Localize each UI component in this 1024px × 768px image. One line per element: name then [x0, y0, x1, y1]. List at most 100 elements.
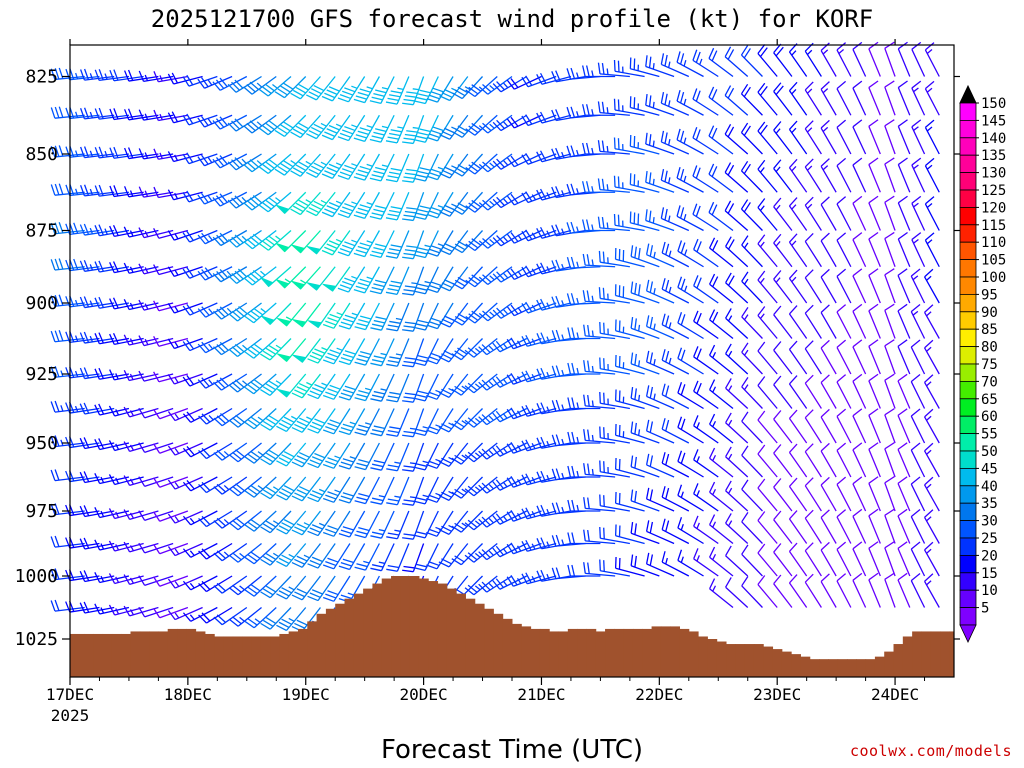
barb-full	[451, 457, 462, 465]
barb-full	[338, 565, 350, 571]
barb-full	[725, 343, 732, 355]
barb-full	[197, 234, 206, 245]
wind-barb	[370, 338, 395, 367]
barb-full	[83, 223, 90, 235]
barb-full	[884, 408, 895, 416]
wind-barb	[676, 51, 704, 78]
barb-shaft	[221, 302, 248, 320]
wind-barb	[108, 405, 144, 417]
barb-full	[740, 160, 749, 172]
barb-full	[344, 203, 356, 209]
wind-barb	[413, 543, 439, 572]
barb-half	[488, 381, 494, 387]
wind-barb	[413, 408, 439, 437]
barb-shaft	[269, 510, 292, 534]
barb-full	[244, 556, 255, 565]
barb-full	[260, 622, 271, 630]
wind-barb	[852, 442, 867, 478]
wind-barb	[757, 306, 778, 339]
barb-full	[773, 197, 782, 208]
terrain-column	[70, 633, 76, 677]
barb-shaft	[424, 266, 439, 295]
barb-full	[468, 313, 479, 321]
barb-full	[603, 495, 605, 507]
barb-shaft	[173, 266, 203, 278]
barb-shaft	[237, 407, 262, 428]
barb-half	[409, 427, 417, 430]
barb-full	[617, 176, 620, 188]
barb-shaft	[143, 191, 174, 198]
barb-half	[364, 387, 372, 391]
wind-barb	[897, 268, 911, 304]
wind-barb	[243, 266, 277, 286]
wind-barb	[321, 114, 351, 141]
barb-flag	[306, 245, 321, 255]
wind-barb	[65, 258, 100, 272]
wind-barb	[836, 541, 852, 577]
barb-half	[89, 188, 93, 196]
barb-full	[123, 299, 130, 310]
barb-shaft	[725, 317, 749, 339]
barb-shaft	[725, 353, 749, 375]
barb-full	[630, 554, 634, 566]
wind-barb	[506, 75, 542, 90]
barb-full	[371, 135, 383, 140]
barb-shaft	[788, 418, 808, 444]
barb-full	[820, 509, 830, 518]
barb-full	[725, 577, 732, 588]
barb-full	[661, 452, 666, 464]
barb-full	[478, 416, 488, 426]
barb-full	[478, 551, 488, 561]
barb-full	[613, 137, 616, 149]
wind-barb	[757, 376, 778, 409]
barb-shaft	[585, 473, 616, 478]
wind-barb	[386, 408, 410, 437]
barb-full	[54, 183, 60, 196]
barb-full	[358, 424, 370, 429]
barb-shaft	[910, 275, 926, 304]
wind-barb	[153, 264, 189, 276]
wind-barb	[566, 256, 601, 269]
colorbar-label: 125	[981, 183, 1006, 199]
barb-shaft	[599, 188, 630, 193]
barb-full	[298, 417, 310, 424]
barb-full	[693, 483, 699, 495]
colorbar-segment	[959, 346, 977, 365]
barb-full	[599, 321, 601, 334]
barb-full	[216, 234, 225, 244]
barb-full	[598, 287, 601, 299]
barb-half	[364, 422, 372, 426]
barb-shaft	[820, 312, 837, 339]
barb-full	[371, 429, 384, 433]
barb-full	[50, 222, 56, 234]
barb-half	[516, 478, 522, 485]
barb-full	[278, 621, 290, 628]
barb-full	[775, 85, 784, 96]
wind-barb	[773, 341, 793, 375]
wind-barb	[306, 230, 336, 255]
barb-shaft	[333, 442, 351, 469]
barb-shaft	[527, 476, 557, 486]
wind-barb	[614, 248, 645, 268]
barb-full	[664, 132, 668, 144]
barb-full	[328, 86, 340, 92]
barb-full	[426, 324, 438, 330]
barb-full	[94, 603, 101, 615]
barb-full	[403, 252, 415, 256]
wind-barb	[661, 349, 690, 375]
barb-full	[153, 186, 159, 198]
barb-shaft	[646, 464, 675, 478]
barb-full	[83, 184, 89, 196]
barb-half	[561, 228, 565, 235]
barb-half	[822, 126, 829, 132]
barb-full	[294, 423, 305, 430]
barb-full	[234, 234, 244, 244]
wind-barb	[322, 543, 351, 570]
barb-full	[375, 316, 387, 320]
barb-half	[712, 351, 717, 359]
terrain-column	[874, 656, 885, 677]
wind-barb	[386, 543, 410, 572]
barb-full	[83, 146, 89, 158]
barb-full	[262, 386, 274, 394]
barb-full	[307, 496, 319, 503]
